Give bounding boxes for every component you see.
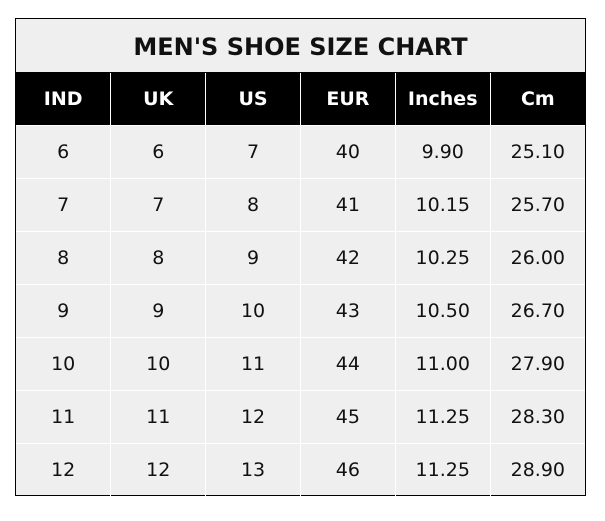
table-row: 7 7 8 41 10.15 25.70 [16,178,585,232]
table-row: 8 8 9 42 10.25 26.00 [16,231,585,285]
column-header-us: US [205,73,301,126]
chart-title: MEN'S SHOE SIZE CHART [16,19,585,73]
table-row: 6 6 7 40 9.90 25.10 [16,125,585,179]
table-cell-inches: 11.25 [395,390,491,444]
table-cell-ind: 8 [16,231,112,285]
table-cell-eur: 45 [300,390,396,444]
table-cell-uk: 6 [110,125,207,179]
table-cell-inches: 9.90 [395,125,491,179]
table-cell-cm: 26.70 [490,284,585,338]
table-row: 11 11 12 45 11.25 28.30 [16,390,585,444]
table-cell-cm: 25.10 [490,125,585,179]
table-cell-uk: 11 [110,390,207,444]
table-cell-uk: 7 [110,178,207,232]
table-cell-cm: 27.90 [490,337,585,391]
table-cell-cm: 26.00 [490,231,585,285]
table-cell-uk: 8 [110,231,207,285]
table-cell-us: 12 [205,390,301,444]
table-cell-ind: 6 [16,125,112,179]
table-row: 10 10 11 44 11.00 27.90 [16,337,585,391]
column-header-ind: IND [16,73,112,126]
table-cell-inches: 10.25 [395,231,491,285]
table-cell-ind: 12 [16,443,112,496]
table-cell-us: 9 [205,231,301,285]
column-header-inches: Inches [395,73,491,126]
table-cell-ind: 9 [16,284,112,338]
table-cell-cm: 28.90 [490,443,585,496]
column-header-cm: Cm [490,73,585,126]
table-cell-us: 13 [205,443,301,496]
table-cell-ind: 7 [16,178,112,232]
column-header-uk: UK [110,73,207,126]
table-cell-ind: 11 [16,390,112,444]
table-cell-us: 7 [205,125,301,179]
table-cell-eur: 42 [300,231,396,285]
column-header-eur: EUR [300,73,396,126]
table-cell-us: 8 [205,178,301,232]
table-cell-uk: 10 [110,337,207,391]
table-cell-eur: 44 [300,337,396,391]
table-cell-ind: 10 [16,337,112,391]
table-cell-eur: 46 [300,443,396,496]
size-chart-table: MEN'S SHOE SIZE CHART IND UK US EUR Inches Cm… [15,18,586,496]
table-cell-cm: 28.30 [490,390,585,444]
table-cell-cm: 25.70 [490,178,585,232]
table-cell-us: 10 [205,284,301,338]
table-cell-eur: 40 [300,125,396,179]
table-cell-us: 11 [205,337,301,391]
table-cell-inches: 10.15 [395,178,491,232]
table-cell-eur: 43 [300,284,396,338]
header-row: IND UK US EUR Inches Cm [16,73,585,126]
table-row: 9 9 10 43 10.50 26.70 [16,284,585,338]
table-cell-inches: 11.00 [395,337,491,391]
table-cell-uk: 9 [110,284,207,338]
table-cell-eur: 41 [300,178,396,232]
table-row: 12 12 13 46 11.25 28.90 [16,443,585,496]
table-cell-uk: 12 [110,443,207,496]
table-cell-inches: 11.25 [395,443,491,496]
size-table: IND UK US EUR Inches Cm 6 6 7 40 9.90 25.10 7 7 8 41 10… [16,73,585,496]
table-cell-inches: 10.50 [395,284,491,338]
